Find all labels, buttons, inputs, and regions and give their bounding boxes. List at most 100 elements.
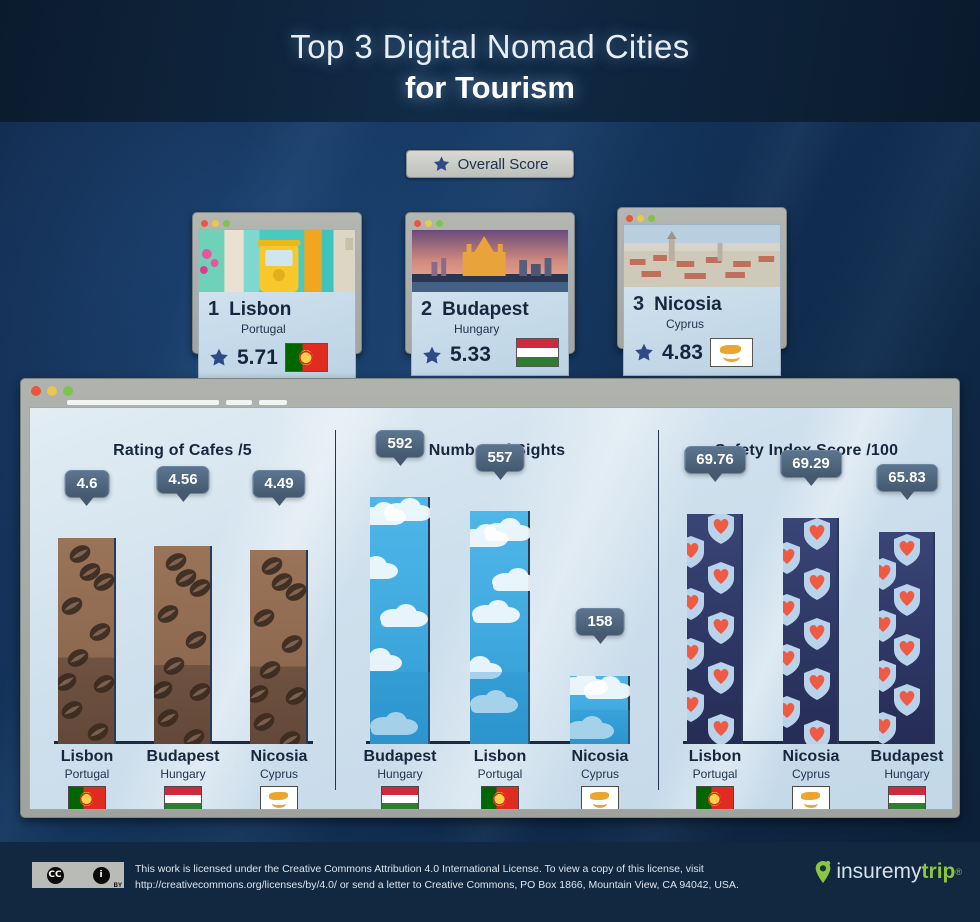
flag-hungary-icon: [516, 338, 559, 367]
flag-portugal-icon: [68, 786, 106, 809]
flag-hungary-icon: [381, 786, 419, 809]
charts-panel: Rating of Cafes /5: [29, 407, 953, 810]
value-bubble: 4.49: [252, 470, 306, 506]
bar-lisbon[interactable]: [687, 454, 743, 744]
x-label-nicosia: Nicosia Cyprus: [756, 748, 866, 809]
cc-by-label: BY: [113, 883, 122, 889]
window-controls: [21, 379, 959, 403]
chart-cafes: Rating of Cafes /5: [30, 408, 335, 809]
x-label-lisbon: Lisbon Portugal: [445, 748, 555, 809]
city-photo-nicosia: [624, 225, 780, 287]
flag-portugal-icon: [696, 786, 734, 809]
window-controls: [623, 213, 781, 224]
page-title-line1: Top 3 Digital Nomad Cities: [290, 28, 690, 65]
minimize-icon[interactable]: [425, 220, 432, 227]
card-city: Nicosia: [654, 294, 722, 315]
license-line-2: http://creativecommons.org/licenses/by/4…: [135, 879, 739, 892]
city-card-2[interactable]: 2 Budapest Hungary 5.33: [405, 212, 575, 376]
bar-nicosia[interactable]: [783, 454, 839, 744]
value-bubble: 557: [475, 444, 525, 480]
maximize-icon[interactable]: [223, 220, 230, 227]
license-line-1: This work is licensed under the Creative…: [135, 863, 704, 875]
chart-bars: [659, 454, 952, 744]
card-rank: 1: [208, 298, 220, 320]
chart-bars: [30, 454, 335, 744]
close-icon[interactable]: [626, 215, 633, 222]
value-bubble: 69.29: [780, 450, 842, 486]
registered-mark: ®: [955, 867, 962, 877]
chart-safety: Safety Index Score /100: [659, 408, 952, 809]
overall-score-label: Overall Score: [457, 155, 549, 173]
charts-window: Rating of Cafes /5: [20, 378, 960, 818]
value-bubble: 4.56: [156, 466, 210, 502]
minimize-icon[interactable]: [47, 386, 57, 396]
maximize-icon[interactable]: [63, 386, 73, 396]
creative-commons-icon: CC i BY: [32, 862, 124, 889]
value-bubble: 4.6: [64, 470, 110, 506]
city-card-3[interactable]: 3 Nicosia Cyprus 4.83: [617, 207, 787, 376]
card-city: Budapest: [442, 299, 529, 320]
maximize-icon[interactable]: [436, 220, 443, 227]
minimize-icon[interactable]: [212, 220, 219, 227]
close-icon[interactable]: [31, 386, 41, 396]
overall-score-button[interactable]: Overall Score: [406, 150, 574, 178]
x-label-nicosia: Nicosia Cyprus: [545, 748, 655, 809]
attribution-icon: i: [92, 866, 110, 884]
page-header: Top 3 Digital Nomad Cities for Tourism: [0, 0, 980, 122]
x-label-nicosia: Nicosia Cyprus: [224, 748, 334, 809]
flag-hungary-icon: [888, 786, 926, 809]
chart-title: Rating of Cafes /5: [113, 442, 252, 459]
flag-portugal-icon: [481, 786, 519, 809]
x-label-budapest: Budapest Hungary: [852, 748, 952, 809]
insuremytrip-logo[interactable]: insuremy trip ®: [812, 860, 962, 884]
flag-cyprus-icon: [792, 786, 830, 809]
flag-cyprus-icon: [581, 786, 619, 809]
city-photo-budapest: [412, 230, 568, 292]
flag-hungary-icon: [164, 786, 202, 809]
flag-cyprus-icon: [260, 786, 298, 809]
value-bubble: 65.83: [876, 464, 938, 500]
chart-bars: [336, 454, 658, 744]
window-controls: [198, 218, 356, 229]
city-photo-lisbon: [199, 230, 355, 292]
close-icon[interactable]: [414, 220, 421, 227]
flag-cyprus-icon: [709, 338, 753, 367]
star-icon: [433, 156, 449, 171]
license-text: This work is licensed under the Creative…: [135, 861, 775, 894]
flag-portugal-icon: [284, 343, 328, 372]
close-icon[interactable]: [201, 220, 208, 227]
card-rank: 2: [421, 298, 433, 320]
star-icon: [210, 348, 228, 366]
page-title-line2: for Tourism: [405, 70, 575, 105]
bar-lisbon[interactable]: [470, 454, 530, 744]
card-country: Portugal: [241, 322, 286, 336]
x-label-lisbon: Lisbon Portugal: [32, 748, 142, 809]
tab-strip: [67, 400, 287, 405]
card-city: Lisbon: [229, 299, 292, 320]
card-score: 5.71: [237, 345, 278, 369]
logo-text-2: trip: [921, 860, 956, 883]
maximize-icon[interactable]: [648, 215, 655, 222]
card-country: Cyprus: [666, 317, 705, 331]
window-controls: [411, 218, 569, 229]
card-country: Hungary: [454, 322, 500, 336]
value-bubble: 158: [575, 608, 625, 644]
bar-nicosia[interactable]: [570, 454, 630, 744]
card-rank: 3: [633, 293, 645, 315]
value-bubble: 592: [375, 430, 425, 466]
logo-text-1: insuremy: [836, 860, 922, 883]
bar-budapest[interactable]: [370, 454, 430, 744]
star-icon: [423, 346, 441, 363]
x-label-budapest: Budapest Hungary: [345, 748, 455, 809]
card-score: 5.33: [450, 343, 491, 366]
minimize-icon[interactable]: [637, 215, 644, 222]
x-label-lisbon: Lisbon Portugal: [660, 748, 770, 809]
page-footer: [0, 842, 980, 922]
value-bubble: 69.76: [684, 446, 746, 482]
city-card-1[interactable]: 1 Lisbon Portugal 5.71: [192, 212, 362, 381]
card-score: 4.83: [662, 340, 703, 364]
cc-mark: CC: [46, 866, 64, 884]
star-icon: [635, 343, 653, 361]
location-pin-icon: [815, 860, 831, 883]
chart-sights: Number of Sights: [336, 408, 658, 809]
